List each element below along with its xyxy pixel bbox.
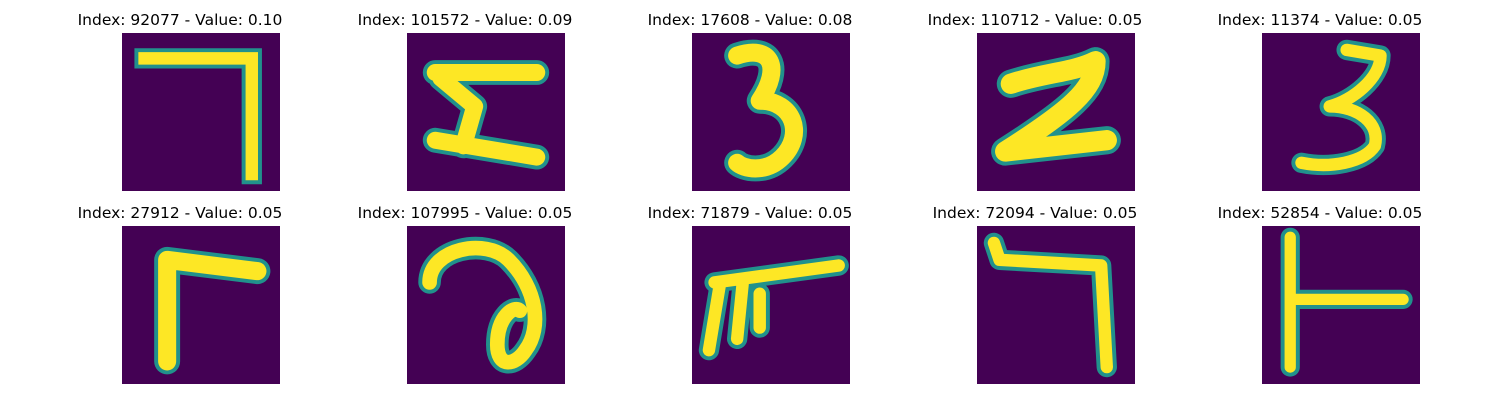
image-panel-4: Index: 110712 - Value: 0.05: [920, 10, 1150, 191]
digit-3-glyph: [1262, 33, 1420, 191]
digit-5-like-glyph: [407, 33, 565, 191]
digit-image: [407, 33, 565, 191]
panel-title: Index: 52854 - Value: 0.05: [1217, 204, 1423, 222]
image-panel-1: Index: 92077 - Value: 0.10: [65, 10, 295, 191]
digit-image: [1262, 33, 1420, 191]
image-panel-5: Index: 11374 - Value: 0.05: [1205, 10, 1435, 191]
image-panel-9: Index: 72094 - Value: 0.05: [920, 203, 1150, 384]
digit-3-glyph: [692, 33, 850, 191]
image-panel-6: Index: 27912 - Value: 0.05: [65, 203, 295, 384]
image-panel-8: Index: 71879 - Value: 0.05: [635, 203, 865, 384]
panel-title: Index: 92077 - Value: 0.10: [77, 11, 283, 29]
panel-title: Index: 11374 - Value: 0.05: [1217, 11, 1423, 29]
digit-7-glyph: [977, 226, 1135, 384]
digit-image: [122, 33, 280, 191]
digit-image: [977, 226, 1135, 384]
loop-glyph: [407, 226, 565, 384]
image-panel-2: Index: 101572 - Value: 0.09: [350, 10, 580, 191]
panel-title: Index: 72094 - Value: 0.05: [932, 204, 1138, 222]
comb-glyph: [692, 226, 850, 384]
digit-7-glyph: [122, 33, 280, 191]
digit-image: [692, 226, 850, 384]
digit-image: [122, 226, 280, 384]
digit-image: [1262, 226, 1420, 384]
digit-image: [407, 226, 565, 384]
panel-title: Index: 17608 - Value: 0.08: [647, 11, 853, 29]
image-panel-7: Index: 107995 - Value: 0.05: [350, 203, 580, 384]
digit-image: [692, 33, 850, 191]
t-glyph: [1262, 226, 1420, 384]
panel-title: Index: 71879 - Value: 0.05: [647, 204, 853, 222]
panel-title: Index: 101572 - Value: 0.09: [357, 11, 573, 29]
digit-image: [977, 33, 1135, 191]
panel-title: Index: 107995 - Value: 0.05: [357, 204, 573, 222]
corner-glyph: [122, 226, 280, 384]
digit-2-glyph: [977, 33, 1135, 191]
image-panel-10: Index: 52854 - Value: 0.05: [1205, 203, 1435, 384]
image-panel-3: Index: 17608 - Value: 0.08: [635, 10, 865, 191]
panel-title: Index: 27912 - Value: 0.05: [77, 204, 283, 222]
panel-title: Index: 110712 - Value: 0.05: [927, 11, 1143, 29]
